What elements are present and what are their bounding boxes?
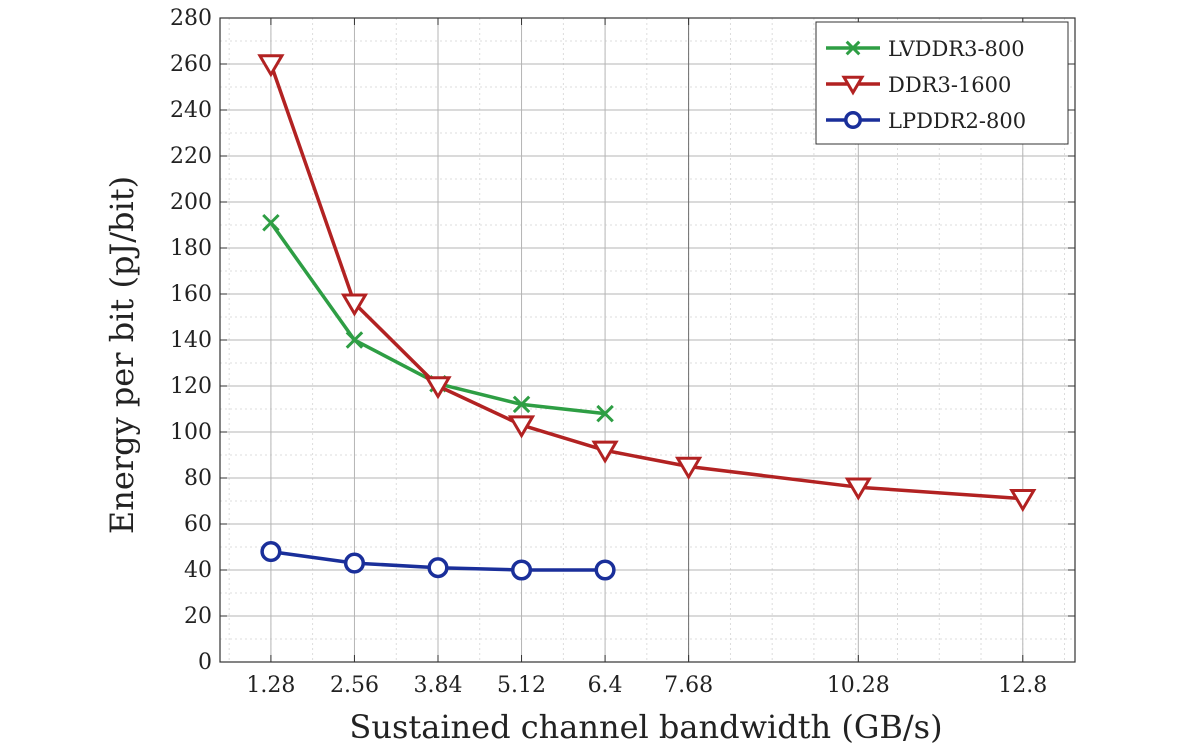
legend-marker [845,40,861,56]
data-point-ddr3-1600 [424,376,452,400]
x-tick-label: 2.56 [330,673,379,698]
y-tick-label: 200 [170,190,212,215]
data-point-ddr3-1600 [844,477,872,501]
axis-ticks [220,17,1075,663]
data-point-lpddr2-800 [427,557,449,579]
y-tick-label: 120 [170,374,212,399]
data-point-ddr3-1600 [591,440,619,464]
legend-label: DDR3-1600 [888,73,1011,97]
y-tick-label: 240 [170,98,212,123]
x-tick-label: 3.84 [414,673,463,698]
series-lpddr2-800 [260,541,616,581]
data-point-lpddr2-800 [510,559,533,581]
y-tick-label: 80 [184,466,212,491]
data-point-lvddr3-800 [345,331,364,349]
series-layer [257,54,1037,581]
data-point-lvddr3-800 [512,395,531,414]
marker-stroke [345,331,364,349]
x-axis-label: Sustained channel bandwidth (GB/s) [349,708,942,746]
x-tick-label: 1.28 [246,673,295,698]
y-tick-label: 140 [170,328,212,353]
y-tick-label: 20 [184,604,212,629]
marker-stroke [596,404,614,423]
data-point-lvddr3-800 [262,213,280,232]
series-ddr3-1600 [257,54,1037,513]
y-axis-label: Energy per bit (pJ/bit) [103,176,141,534]
data-point-lvddr3-800 [596,404,614,423]
data-point-lpddr2-800 [260,541,282,563]
series-line-ddr3-1600 [269,63,1023,501]
y-tick-label: 220 [170,144,212,169]
legend-marker [841,75,865,96]
data-point-ddr3-1600 [340,293,369,317]
legend-item-ddr3-1600: DDR3-1600 [826,73,1011,97]
legend-item-lpddr2-800: LPDDR2-800 [826,109,1026,133]
y-tick-label: 260 [170,52,212,77]
marker-stroke [512,395,531,414]
x-tick-label: 6.4 [588,673,623,698]
y-tick-label: 280 [170,6,212,31]
marker-stroke [262,213,280,232]
y-tick-label: 160 [170,282,212,307]
data-point-lpddr2-800 [343,552,366,574]
x-tick-label: 5.12 [497,673,546,698]
y-tick-label: 0 [198,650,212,675]
y-tick-labels: 0 20 40 60 80 100 120 140 160 180 200 220 240 260 280 [170,6,212,675]
legend: LVDDR3-800 DDR3-1600 LPDDR2-800 [815,21,1069,145]
x-tick-labels: 1.28 2.56 3.84 5.12 6.4 7.68 10.28 12.8 [246,673,1047,698]
y-tick-label: 60 [184,512,212,537]
legend-label: LPDDR2-800 [888,109,1026,133]
legend-label: LVDDR3-800 [888,37,1025,61]
data-point-ddr3-1600 [1009,488,1037,513]
y-tick-label: 40 [184,558,212,583]
marker-stroke [845,40,861,56]
legend-item-lvddr3-800: LVDDR3-800 [826,37,1025,61]
x-tick-label: 10.28 [827,673,890,698]
legend-marker [844,111,862,129]
data-point-ddr3-1600 [674,456,703,480]
y-tick-label: 180 [170,236,212,261]
data-point-ddr3-1600 [257,54,285,78]
x-tick-label: 12.8 [998,673,1047,698]
data-point-lpddr2-800 [594,559,616,581]
x-tick-label: 7.68 [664,673,713,698]
y-tick-label: 100 [170,420,212,445]
data-point-ddr3-1600 [507,415,536,439]
